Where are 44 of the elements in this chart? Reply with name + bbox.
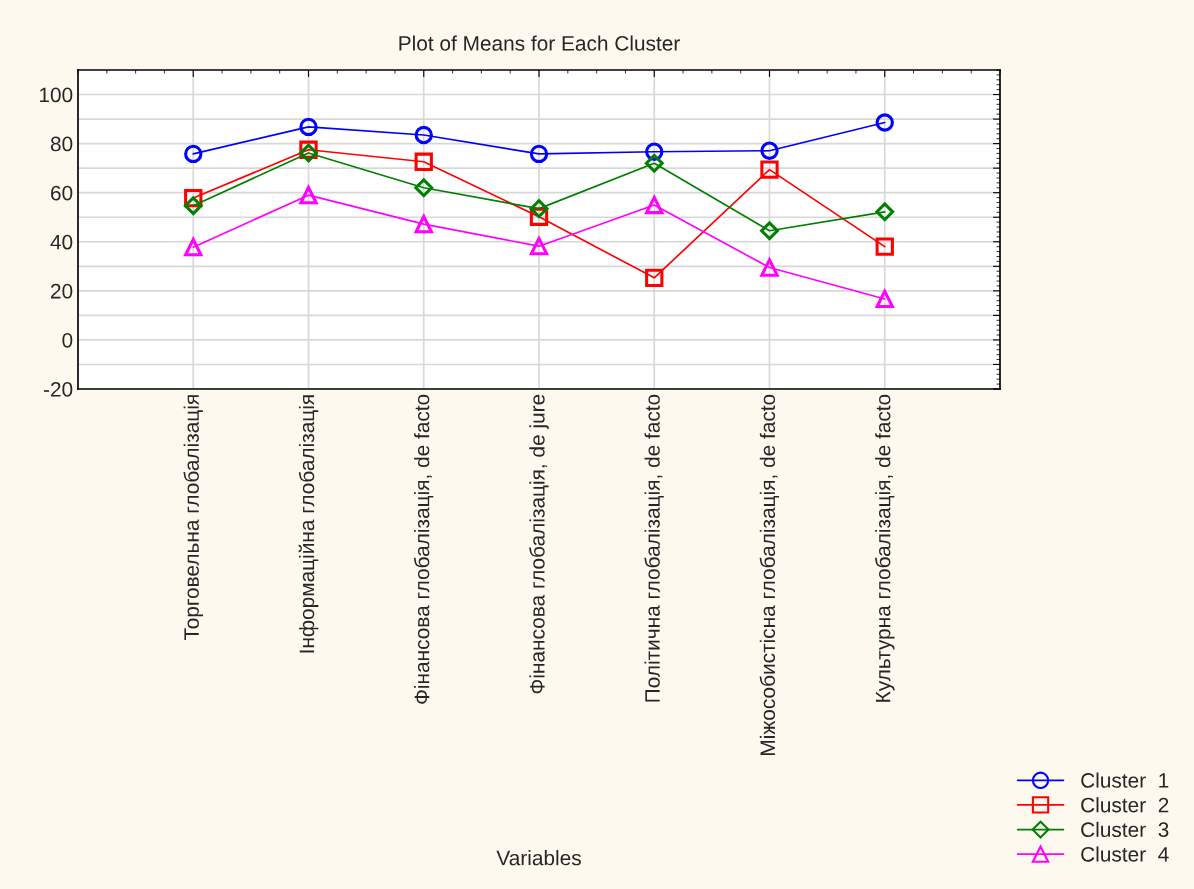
point [183, 196, 203, 216]
point [644, 153, 664, 173]
point [760, 221, 779, 241]
legend-label: Cluster 3 [1081, 821, 1169, 838]
x-tick-label: Культурна глобалізація, de facto [874, 394, 895, 702]
legend-label: Cluster 4 [1081, 846, 1169, 862]
point [760, 141, 779, 160]
y-tick-label: 20 [51, 283, 73, 299]
point [645, 268, 664, 288]
legend-label: Cluster 2 [1081, 797, 1169, 813]
point [875, 202, 895, 222]
y-tick-label: 100 [39, 87, 73, 103]
legend-label: Cluster 1 [1081, 772, 1169, 788]
point [875, 237, 894, 256]
point [645, 195, 664, 215]
x-tick-label: Фінансова глобалізація, de jure [529, 394, 549, 694]
y-tick-label: -20 [43, 382, 73, 397]
x-tick-label: Фінансова глобалізація, de facto [413, 394, 434, 704]
y-tick-label: 80 [50, 136, 73, 152]
point [529, 144, 549, 164]
y-tick-label: 0 [62, 332, 73, 348]
point [414, 152, 433, 171]
point [875, 113, 894, 132]
point [299, 117, 318, 137]
x-tick-label: Міжособистісна глобалізація, de facto [759, 394, 780, 755]
point [414, 214, 433, 234]
point [414, 178, 434, 198]
point [414, 125, 433, 145]
point [760, 258, 779, 277]
x-axis-title: Variables [496, 850, 581, 866]
point [299, 143, 318, 163]
y-tick-label: 60 [51, 185, 73, 201]
point [184, 144, 203, 164]
point [529, 237, 549, 256]
x-tick-label: Політична глобалізація, de facto [644, 394, 664, 702]
point [529, 199, 549, 219]
y-tick-label: 40 [50, 234, 73, 250]
point [875, 289, 894, 309]
x-tick-label: Торговельна глобалізація [183, 395, 204, 640]
point [299, 185, 318, 205]
chart-title: Plot of Means for Each Cluster [399, 35, 680, 51]
point [184, 238, 203, 257]
x-tick-label: Інформаційна глобалізація [298, 395, 319, 653]
point [760, 160, 779, 179]
